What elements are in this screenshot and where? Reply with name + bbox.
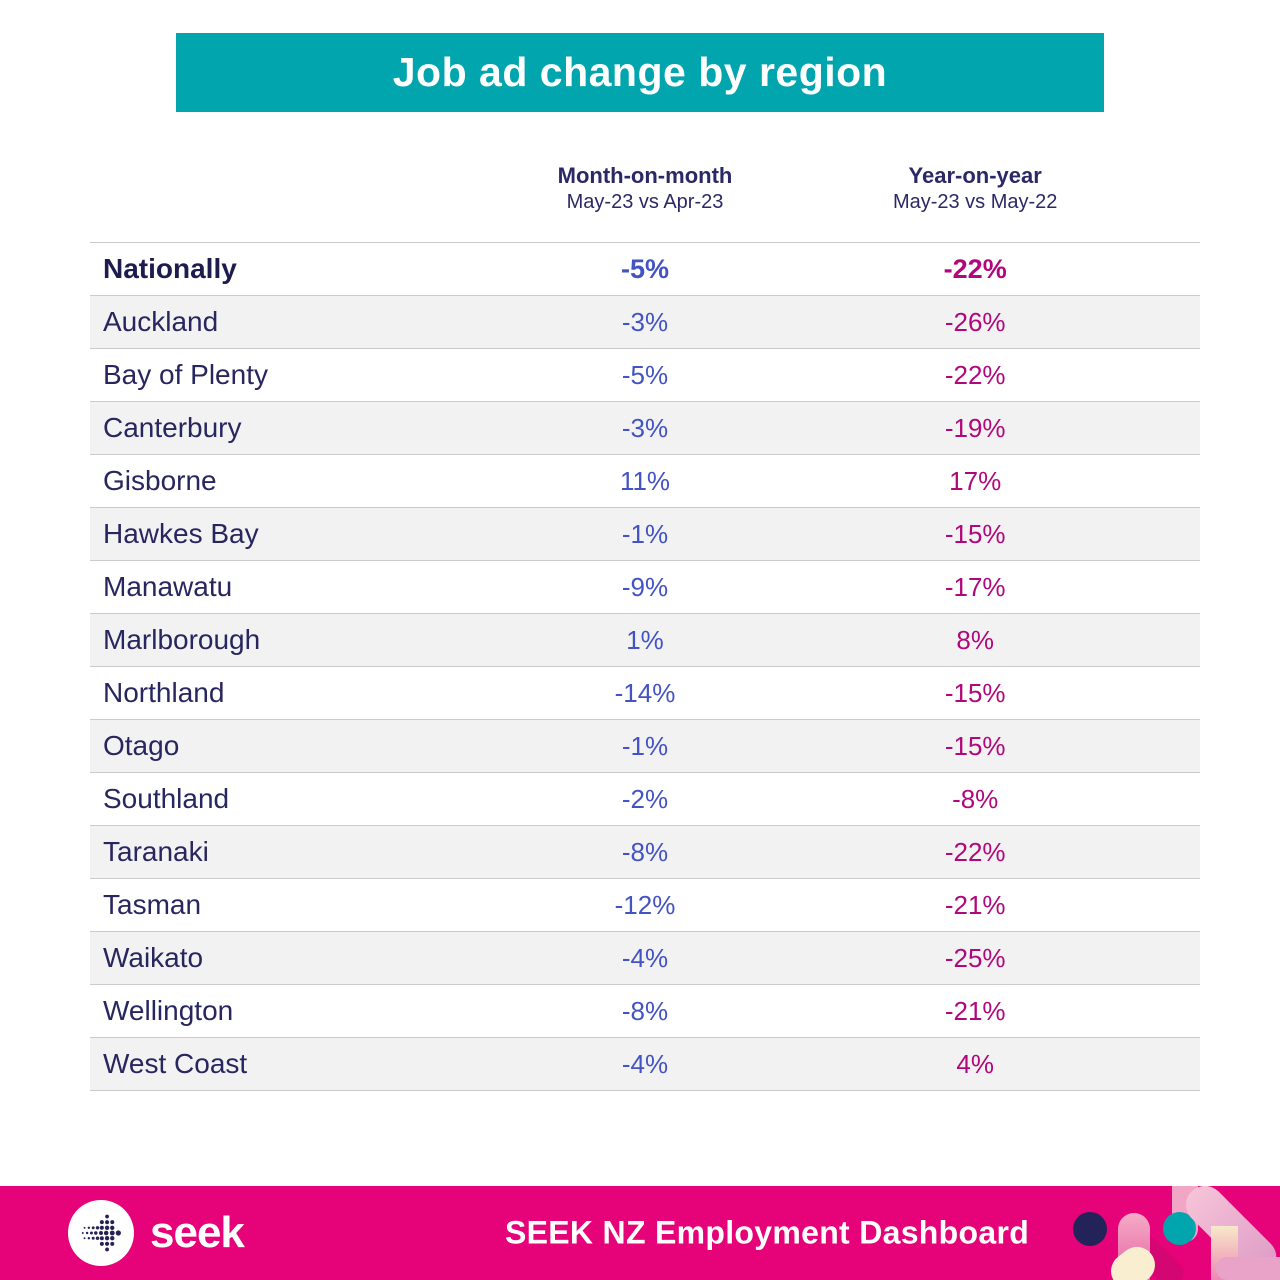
column-header-sublabel: May-23 vs May-22 [892,191,1058,213]
table-row: Bay of Plenty -5% -22% [90,348,1200,401]
month-on-month-value: -1% [621,730,669,761]
region-label: Otago [103,730,180,761]
page-title: Job ad change by region [392,49,888,95]
seek-logo: seek [68,1200,245,1266]
region-label: Marlborough [103,624,261,655]
region-label: Canterbury [103,412,242,443]
year-on-year-value: -21% [944,995,1006,1026]
table-row: Nationally -5% -22% [90,242,1200,295]
year-on-year-value: -15% [944,677,1006,708]
month-on-month-value: -1% [621,518,669,549]
year-on-year-value: -25% [944,942,1006,973]
year-on-year-value: -21% [944,889,1006,920]
month-on-month-value: -5% [621,359,669,390]
region-label: Taranaki [103,836,209,867]
month-on-month-value: -4% [621,1048,669,1079]
year-on-year-value: 4% [956,1048,994,1079]
region-table-body: Nationally -5% -22% Auckland -3% -26% Ba… [90,242,1200,1090]
month-on-month-value: -5% [620,253,669,284]
region-table: Nationally -5% -22% Auckland -3% -26% Ba… [90,242,1200,1091]
footer-bar: seek SEEK NZ Employment Dashboard [0,1186,1280,1280]
seek-arrow-dots-icon [81,1214,121,1252]
decor-navy-circle-icon [1073,1212,1107,1246]
column-header-label: Year-on-year [908,163,1042,188]
month-on-month-value: 1% [626,624,664,655]
region-label: Gisborne [103,465,217,496]
region-label: Southland [103,783,230,814]
year-on-year-value: -15% [944,730,1006,761]
month-on-month-value: -12% [614,889,676,920]
region-label: Wellington [103,995,234,1026]
column-headers: Month-on-month May-23 vs Apr-23 Year-on-… [90,162,1200,216]
table-row: Manawatu -9% -17% [90,560,1200,613]
region-label: Auckland [103,306,219,337]
footer-title: SEEK NZ Employment Dashboard [505,1214,1030,1251]
table-row: Waikato -4% -25% [90,931,1200,984]
table-row: Tasman -12% -21% [90,878,1200,931]
column-header-sublabel: May-23 vs Apr-23 [566,191,724,213]
year-on-year-value: -26% [944,306,1006,337]
table-row: Otago -1% -15% [90,719,1200,772]
region-label: Waikato [103,942,204,973]
year-on-year-value: -22% [943,253,1007,284]
seek-wordmark: seek [150,1208,245,1257]
month-on-month-value: -8% [621,836,669,867]
region-label: Tasman [103,889,202,920]
month-on-month-value: -3% [621,412,669,443]
year-on-year-value: -22% [944,836,1006,867]
seek-logo-icon [68,1200,134,1266]
region-label: West Coast [103,1048,248,1079]
region-label: Northland [103,677,225,708]
month-on-month-value: 11% [619,465,671,496]
table-row: Canterbury -3% -19% [90,401,1200,454]
region-label: Bay of Plenty [103,359,268,390]
table-row: Gisborne 11% 17% [90,454,1200,507]
year-on-year-value: 17% [949,465,1002,496]
column-header-month-on-month: Month-on-month May-23 vs Apr-23 [490,162,801,216]
table-row: Taranaki -8% -22% [90,825,1200,878]
region-label: Nationally [103,253,237,284]
year-on-year-value: -19% [944,412,1006,443]
year-on-year-value: 8% [956,624,994,655]
table-row: Southland -2% -8% [90,772,1200,825]
table-row: West Coast -4% 4% [90,1037,1200,1090]
region-label: Hawkes Bay [103,518,259,549]
month-on-month-value: -3% [621,306,669,337]
year-on-year-value: -22% [944,359,1006,390]
decor-rounded-rect [1216,1257,1280,1280]
year-on-year-value: -17% [944,571,1006,602]
month-on-month-value: -2% [621,783,669,814]
year-on-year-value: -15% [944,518,1006,549]
year-on-year-value: -8% [952,783,999,814]
column-header-label: Month-on-month [557,163,733,188]
table-row: Wellington -8% -21% [90,984,1200,1037]
month-on-month-value: -9% [621,571,669,602]
month-on-month-value: -4% [621,942,669,973]
month-on-month-value: -8% [621,995,669,1026]
table-row: Northland -14% -15% [90,666,1200,719]
column-header-year-on-year: Year-on-year May-23 vs May-22 [800,162,1200,216]
table-row: Hawkes Bay -1% -15% [90,507,1200,560]
month-on-month-value: -14% [614,677,676,708]
region-label: Manawatu [103,571,233,602]
page-title-banner: Job ad change by region [176,33,1104,112]
table-row: Auckland -3% -26% [90,295,1200,348]
table-row: Marlborough 1% 8% [90,613,1200,666]
